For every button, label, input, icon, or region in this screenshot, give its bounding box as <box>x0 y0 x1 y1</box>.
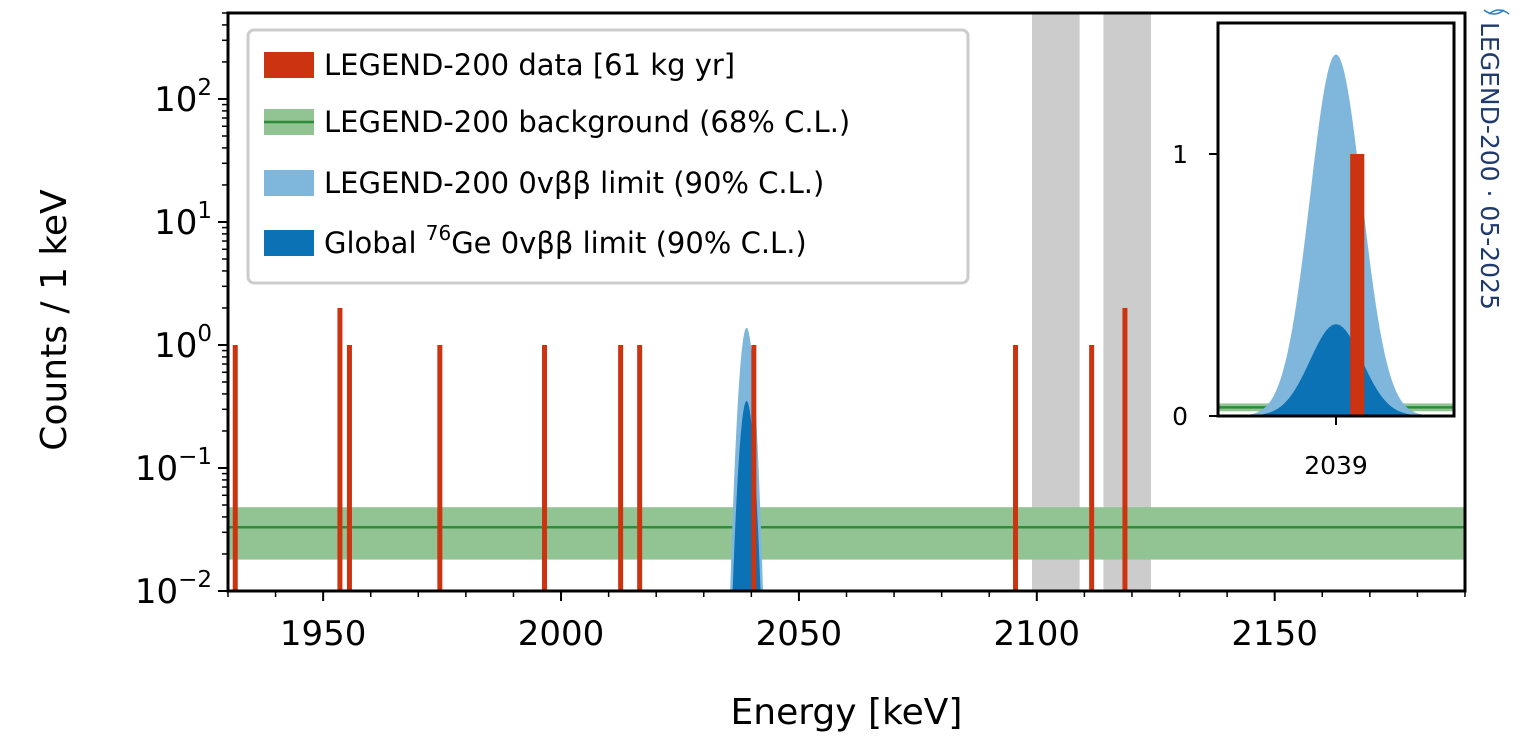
signal-peaks <box>722 327 771 591</box>
data-event-bar <box>1122 307 1128 591</box>
data-event-bar <box>618 344 624 591</box>
legend: LEGEND-200 data [61 kg yr] LEGEND-200 ba… <box>246 28 970 285</box>
inset-y-tick-label: 0 <box>1172 402 1188 431</box>
inset-y-tick-label: 1 <box>1172 140 1188 169</box>
legend-swatch-global-limit <box>264 230 314 256</box>
legend-logo-icon <box>1483 9 1510 15</box>
y-tick-label: 101 <box>154 198 212 243</box>
data-event-bar <box>751 344 757 591</box>
x-tick-label: 2000 <box>518 614 605 654</box>
inset-global-peak <box>1218 324 1454 416</box>
inset-l200-peak <box>1218 54 1454 416</box>
x-axis-label: Energy [keV] <box>731 692 963 733</box>
y-axis-label: Counts / 1 keV <box>34 189 75 451</box>
legend-label-data: LEGEND-200 data [61 kg yr] <box>324 48 735 82</box>
background-band-fill <box>228 507 1465 560</box>
y-tick-label: 102 <box>154 75 212 120</box>
data-event-bar <box>337 307 343 591</box>
legend-box <box>246 28 970 285</box>
global-limit-peak <box>722 401 771 591</box>
background-band <box>228 507 1465 560</box>
x-tick-label: 2050 <box>756 614 843 654</box>
main-plot: 1950 2000 2050 2100 2150 10−2 10−1 100 101 102 E… <box>34 11 1467 733</box>
legend-swatch-l200-limit <box>264 170 314 196</box>
inset-x-ticks: 2039 <box>1304 416 1368 480</box>
data-event-bar <box>1013 344 1019 591</box>
data-event-bar <box>346 344 352 591</box>
y-axis-ticks: 10−2 10−1 100 101 102 <box>135 12 228 612</box>
legend-label-background: LEGEND-200 background (68% C.L.) <box>324 105 850 139</box>
inset-data-bar <box>1350 154 1365 416</box>
x-axis-ticks: 1950 2000 2050 2100 2150 <box>227 591 1466 654</box>
excluded-region <box>1032 13 1080 591</box>
inset-y-ticks: 01 <box>1172 140 1218 431</box>
x-tick-label: 2150 <box>1231 614 1318 654</box>
excluded-regions <box>1032 13 1151 591</box>
legend-label-l200-limit: LEGEND-200 0vββ limit (90% C.L.) <box>324 166 824 200</box>
data-event-bar <box>637 344 643 591</box>
data-events <box>232 307 1128 591</box>
data-event-bar <box>232 344 238 591</box>
x-tick-label: 1950 <box>280 614 367 654</box>
legend-swatch-data <box>264 52 314 78</box>
y-tick-label: 100 <box>154 321 212 366</box>
data-event-bar <box>542 344 548 591</box>
data-event-bar <box>1089 344 1095 591</box>
inset-signal-peaks <box>1218 54 1454 416</box>
legend-label-global-limit: Global 76Ge 0vββ limit (90% C.L.) <box>324 221 807 260</box>
y-tick-label: 10−1 <box>135 444 212 489</box>
watermark-text: LEGEND-200 · 05-2025 <box>1475 22 1504 310</box>
inset-x-tick-label: 2039 <box>1304 451 1368 480</box>
x-tick-label: 2100 <box>994 614 1081 654</box>
data-event-bar <box>437 344 443 591</box>
watermark: LEGEND-200 · 05-2025 <box>1475 9 1510 310</box>
inset-data-event-bar <box>1350 154 1365 416</box>
inset-plot: 2039 01 <box>1172 21 1456 480</box>
y-tick-label: 10−2 <box>135 567 212 612</box>
